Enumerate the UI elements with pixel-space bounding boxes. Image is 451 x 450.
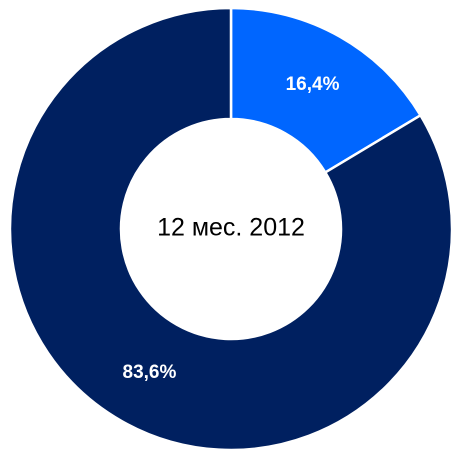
donut-segment [8, 6, 451, 450]
value-label: 83,6% [123, 362, 177, 383]
donut-segment [229, 6, 423, 175]
center-label: 12 мес. 2012 [157, 214, 305, 242]
value-label: 16,4% [286, 74, 340, 95]
